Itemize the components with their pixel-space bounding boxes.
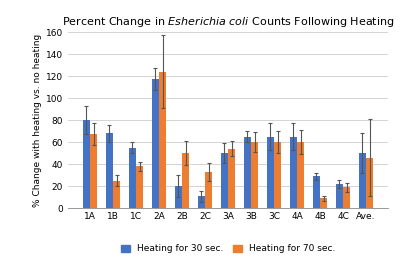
Bar	[297, 142, 304, 208]
Bar	[106, 133, 113, 208]
Bar	[182, 153, 189, 208]
Bar	[290, 137, 297, 208]
Bar	[198, 196, 205, 208]
Bar	[313, 176, 320, 208]
Bar	[128, 148, 136, 208]
Legend: Heating for 30 sec., Heating for 70 sec.: Heating for 30 sec., Heating for 70 sec.	[121, 245, 335, 253]
Bar	[320, 198, 328, 208]
Bar	[267, 137, 274, 208]
Bar	[343, 187, 350, 208]
Bar	[366, 158, 374, 208]
Bar	[251, 142, 258, 208]
Bar	[221, 153, 228, 208]
Bar	[228, 149, 235, 208]
Bar	[136, 166, 143, 208]
Bar	[359, 153, 366, 208]
Bar	[113, 181, 120, 208]
Bar	[244, 137, 251, 208]
Y-axis label: % Change with heating vs. no heating: % Change with heating vs. no heating	[33, 34, 42, 207]
Bar	[152, 79, 159, 208]
Title: Percent Change in $\it{Esherichia}$ $\it{coli}$ Counts Following Heating: Percent Change in $\it{Esherichia}$ $\it…	[62, 15, 394, 29]
Bar	[274, 142, 281, 208]
Bar	[82, 120, 90, 208]
Bar	[336, 184, 343, 208]
Bar	[175, 186, 182, 208]
Bar	[90, 135, 97, 208]
Bar	[159, 72, 166, 208]
Bar	[205, 172, 212, 208]
